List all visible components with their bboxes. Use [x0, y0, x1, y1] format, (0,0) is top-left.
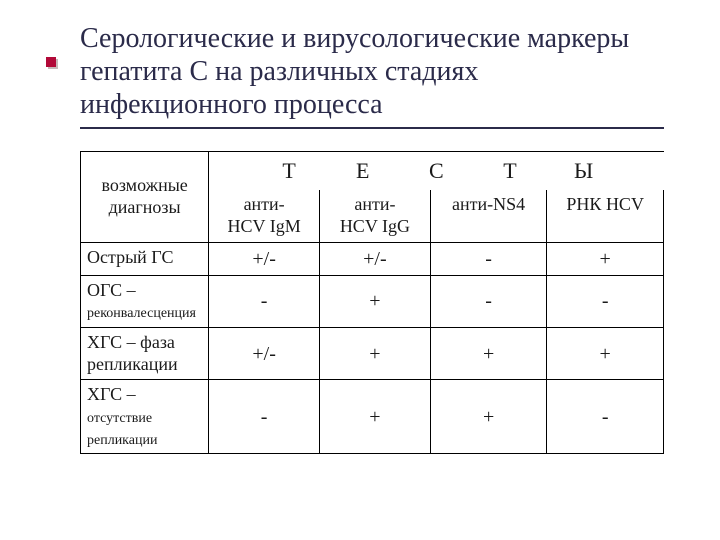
col-header-1-b: HCV IgM: [228, 216, 301, 236]
tests-letter-cell-1: Т Е С Т Ы: [209, 152, 664, 191]
col-header-2: анти- HCV IgG: [320, 190, 431, 242]
row-4-val-1: -: [209, 380, 320, 454]
col-header-3-a: анти-NS4: [452, 194, 525, 214]
bullet-square: [46, 57, 56, 67]
row-1-main: Острый ГС: [87, 247, 173, 267]
row-4-label: ХГС – отсутствие репликации: [81, 380, 209, 454]
col-header-3: анти-NS4: [430, 190, 547, 242]
title-line-1: Серологические и вирусологические маркер…: [80, 22, 664, 55]
col-header-1-a: анти-: [244, 194, 285, 214]
row-4-val-2: +: [320, 380, 431, 454]
header-left-text: возможные диагнозы: [101, 175, 187, 217]
table-row: ХГС – отсутствие репликации - + + -: [81, 380, 664, 454]
row-2-val-4: -: [547, 275, 664, 327]
row-3-label: ХГС – фаза репликации: [81, 328, 209, 380]
title-underline: [80, 127, 664, 129]
tests-letter-5: Ы: [550, 158, 618, 184]
row-3-main: ХГС – фаза репликации: [87, 332, 178, 374]
title-line-3: инфекционного процесса: [80, 88, 664, 121]
row-2-note: реконвалесценция: [87, 306, 196, 321]
header-possible-diagnoses: возможные диагнозы: [81, 152, 209, 243]
row-2-main: ОГС –: [87, 280, 136, 300]
table-row: ХГС – фаза репликации +/- + + +: [81, 328, 664, 380]
col-header-4-a: РНК HCV: [566, 194, 644, 214]
row-1-val-2: +/-: [320, 242, 431, 275]
row-3-val-2: +: [320, 328, 431, 380]
slide: Серологические и вирусологические маркер…: [0, 0, 720, 540]
markers-table: возможные диагнозы Т Е С Т Ы анти- HCV I…: [80, 151, 664, 454]
tests-letter-2: Е: [329, 158, 397, 184]
tests-letter-4: Т: [476, 158, 544, 184]
row-4-note: отсутствие репликации: [87, 411, 157, 448]
title-line-2: гепатита С на различных стадиях: [80, 55, 664, 88]
row-4-val-4: -: [547, 380, 664, 454]
col-header-1: анти- HCV IgM: [209, 190, 320, 242]
row-4-val-3: +: [430, 380, 547, 454]
title-bullet-icon: [46, 56, 58, 68]
row-2-label: ОГС – реконвалесценция: [81, 275, 209, 327]
col-header-2-b: HCV IgG: [340, 216, 410, 236]
col-header-4: РНК HCV: [547, 190, 664, 242]
tests-letter-1: Т: [255, 158, 323, 184]
row-2-val-3: -: [430, 275, 547, 327]
tests-letter-3: С: [402, 158, 470, 184]
row-4-main: ХГС –: [87, 384, 136, 404]
table-row: Острый ГС +/- +/- - +: [81, 242, 664, 275]
table-row: ОГС – реконвалесценция - + - -: [81, 275, 664, 327]
row-3-val-3: +: [430, 328, 547, 380]
row-1-val-4: +: [547, 242, 664, 275]
col-header-2-a: анти-: [354, 194, 395, 214]
row-3-val-1: +/-: [209, 328, 320, 380]
row-3-val-4: +: [547, 328, 664, 380]
row-2-val-2: +: [320, 275, 431, 327]
slide-title: Серологические и вирусологические маркер…: [80, 22, 664, 121]
row-1-val-1: +/-: [209, 242, 320, 275]
row-1-val-3: -: [430, 242, 547, 275]
row-1-label: Острый ГС: [81, 242, 209, 275]
row-2-val-1: -: [209, 275, 320, 327]
